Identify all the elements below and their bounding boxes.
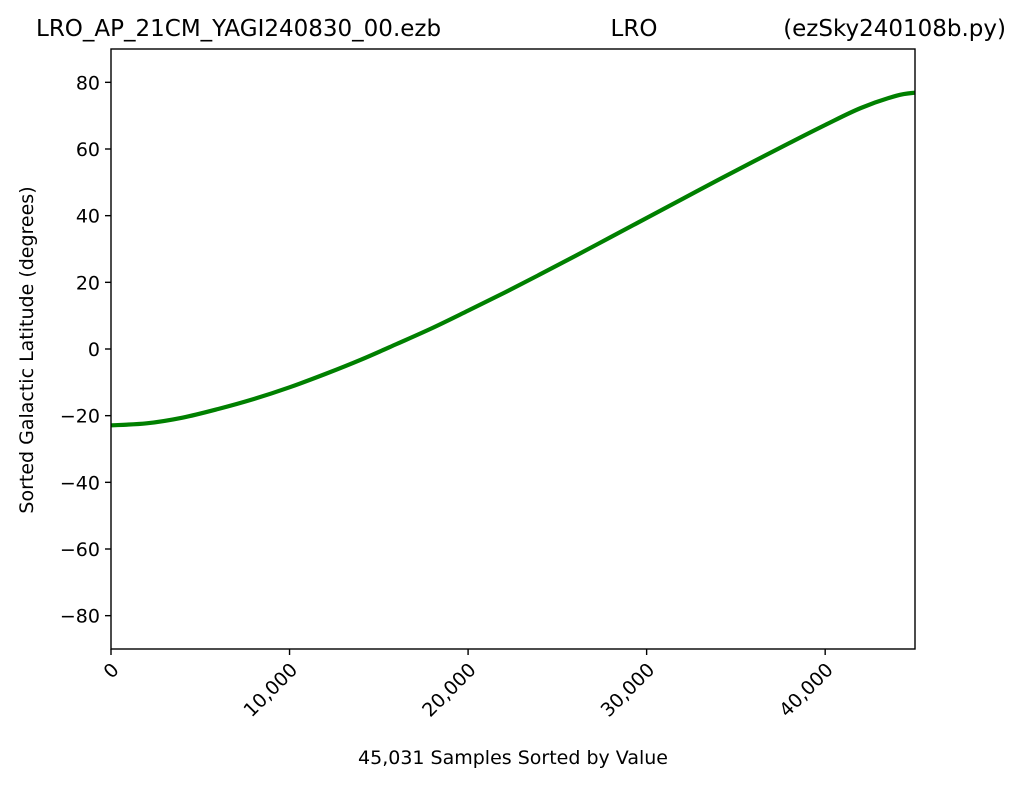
y-tick-label: −40 xyxy=(60,472,100,494)
y-tick-label: −80 xyxy=(60,606,100,628)
chart-title-right: (ezSky240108b.py) xyxy=(783,16,1006,42)
y-axis-label: Sorted Galactic Latitude (degrees) xyxy=(16,186,38,513)
y-tick-label: 80 xyxy=(76,72,100,94)
y-tick-label: 60 xyxy=(76,139,100,161)
y-tick-label: −60 xyxy=(60,539,100,561)
x-axis-label: 45,031 Samples Sorted by Value xyxy=(358,747,668,769)
chart-title-left: LRO_AP_21CM_YAGI240830_00.ezb xyxy=(36,16,441,42)
chart-title-center: LRO xyxy=(611,16,658,42)
series-line-0 xyxy=(110,90,916,428)
y-tick-label: 40 xyxy=(76,206,100,228)
y-tick-label: −20 xyxy=(60,406,100,428)
y-tick-label: 0 xyxy=(88,339,100,361)
y-tick-label: 20 xyxy=(76,272,100,294)
